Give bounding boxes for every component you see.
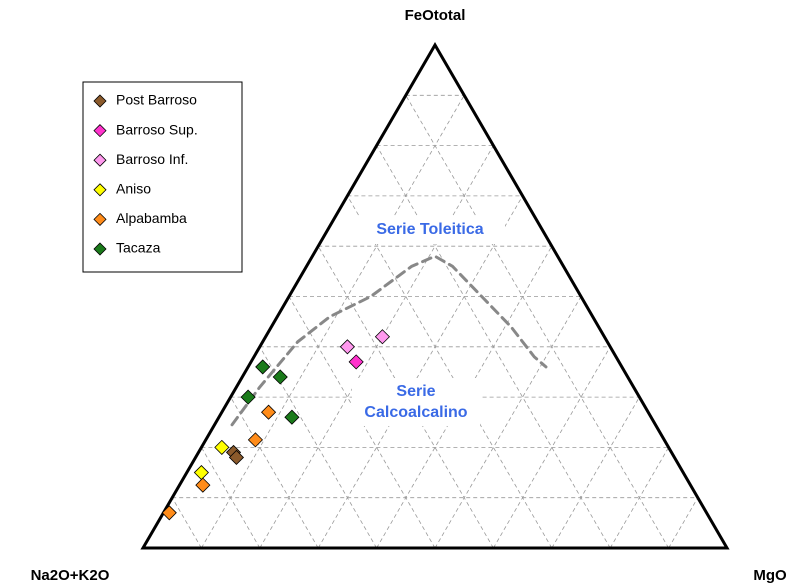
annotation-bg (355, 216, 505, 244)
legend-label: Barroso Sup. (116, 121, 198, 137)
legend-label: Alpabamba (116, 210, 187, 226)
legend-label: Post Barroso (116, 92, 197, 108)
legend-marker (93, 94, 107, 108)
grid-line (493, 346, 611, 549)
legend-label: Tacaza (116, 240, 161, 256)
annotation: Calcoalcalino (364, 404, 467, 421)
legend-marker (93, 153, 107, 167)
legend-label: Barroso Inf. (116, 151, 188, 167)
point (161, 505, 177, 521)
apex-label: FeOtotal (405, 7, 466, 24)
legend-box (82, 81, 243, 273)
grid-line (405, 95, 669, 549)
point (240, 389, 256, 405)
point (348, 354, 364, 370)
marks: Serie Toleitica Serie Calcoalcalino (161, 216, 548, 521)
boundary-line (230, 254, 548, 427)
legend-marker (93, 183, 107, 197)
annotation-group (352, 216, 505, 426)
point (247, 432, 263, 448)
point (214, 439, 230, 455)
grid-line (551, 396, 640, 549)
point (228, 449, 245, 466)
right-vertex-label: MgO (753, 567, 787, 584)
annotation-bg (352, 378, 480, 426)
grid-line (347, 195, 553, 549)
point (195, 477, 211, 493)
annotation: Serie Toleitica (376, 221, 483, 238)
point (284, 409, 300, 425)
grid-line (230, 396, 319, 549)
point (374, 329, 391, 345)
grid-line (201, 95, 465, 549)
legend-marker (93, 242, 107, 256)
triangle (140, 42, 730, 550)
left-vertex-label: Na2O+K2O (31, 567, 110, 584)
grid-line (171, 497, 202, 549)
grid-line (609, 447, 669, 549)
grid-line (201, 447, 261, 549)
annotation: Serie (396, 383, 435, 400)
grid (171, 94, 699, 549)
grid-line (668, 497, 699, 549)
point (193, 464, 209, 481)
legend-marker (93, 124, 107, 138)
legend-marker (93, 212, 107, 226)
grid-line (317, 195, 523, 549)
point (339, 339, 355, 355)
legend-label: Aniso (116, 181, 151, 197)
grid-line (259, 346, 377, 549)
legend: Post Barroso Barroso Sup. Barroso Inf. Anis… (93, 92, 198, 256)
point (255, 359, 271, 375)
point (272, 369, 288, 385)
point (260, 404, 277, 420)
